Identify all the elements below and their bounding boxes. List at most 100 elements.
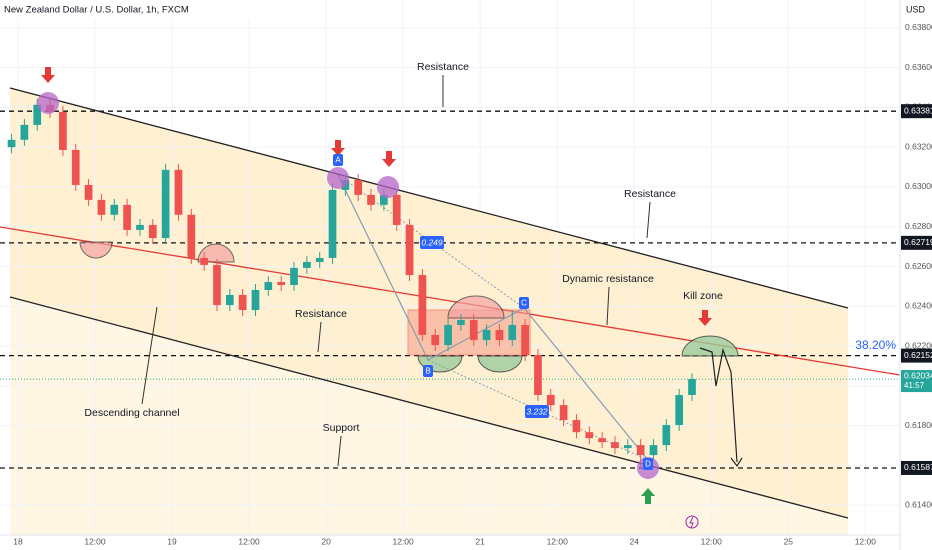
channel-lower: [9, 296, 849, 519]
candle-body: [546, 394, 555, 406]
dynamic-resistance-line: [0, 226, 901, 376]
highlight-circle: [377, 176, 399, 198]
candle-body: [20, 124, 29, 140]
point-badge: [423, 365, 433, 377]
event-icon-bolt: [689, 516, 694, 529]
candle-body: [200, 257, 208, 265]
candle-body: [636, 445, 645, 456]
candle-body: [277, 282, 286, 286]
callout-lines: [141, 75, 651, 467]
candle-body: [161, 169, 170, 239]
last-price-badge: [901, 370, 932, 393]
candle-body: [97, 199, 106, 215]
annotation: Resistance: [624, 188, 676, 200]
level-label: 0.62719: [904, 237, 932, 247]
candle-body: [136, 224, 144, 230]
y-tick-label: 0.63800: [905, 22, 932, 32]
highlight-circle: [37, 92, 59, 114]
fib-label: 38.20%: [855, 338, 896, 352]
level-badge: [901, 460, 932, 475]
level-badge: [901, 235, 932, 250]
candle-body: [213, 264, 221, 306]
candle-body: [290, 267, 298, 286]
arc: [197, 243, 235, 263]
candle-body: [508, 324, 517, 341]
candle-body: [84, 184, 93, 200]
last-price-label: 0.62034: [904, 370, 932, 380]
channel-upper: [9, 87, 849, 309]
annotation: Kill zone: [683, 290, 723, 302]
x-tick-label: 25: [784, 536, 794, 546]
x-tick-label: 12:00: [855, 536, 877, 546]
point-badge: [333, 154, 343, 166]
candle-body: [264, 282, 273, 290]
candle-body: [405, 224, 414, 276]
candle-body: [598, 438, 606, 443]
highlight-circle: [327, 167, 349, 189]
candle-body: [354, 179, 363, 195]
annotation: Support: [323, 422, 360, 434]
channel-fill-lower: [10, 297, 848, 535]
chart-title: New Zealand Dollar / U.S. Dollar, 1h, FX…: [4, 5, 189, 16]
candle-body: [59, 111, 67, 150]
x-tick-label: 12:00: [238, 536, 260, 546]
candle-body: [187, 214, 196, 258]
x-tick-label: 21: [475, 536, 485, 546]
level-badge: [901, 104, 932, 119]
candle-body: [380, 194, 388, 205]
candle-body: [328, 189, 337, 258]
candle-body: [238, 294, 247, 311]
point-badge: [643, 458, 653, 470]
candle-body: [315, 257, 324, 262]
candle-body: [623, 445, 632, 449]
candle-body: [572, 420, 581, 433]
candle-body: [534, 355, 542, 395]
level-label: 0.61587: [904, 462, 932, 472]
level-label: 0.62152: [904, 350, 932, 360]
x-tick-label: 20: [321, 536, 331, 546]
candle-body: [7, 139, 16, 148]
event-icon[interactable]: [685, 515, 699, 529]
x-tick-label: 18: [13, 536, 23, 546]
countdown: 41:57: [904, 381, 925, 390]
candle-body: [649, 445, 658, 456]
x-tick-label: 19: [167, 536, 177, 546]
level-badge: [901, 348, 932, 363]
candle-body: [688, 379, 696, 395]
annotation: Descending channel: [84, 407, 179, 419]
annotation: Resistance: [295, 308, 347, 320]
x-tick-label: 12:00: [392, 536, 414, 546]
annotation: Dynamic resistance: [562, 273, 654, 285]
candle-body: [431, 334, 440, 346]
candle-body: [148, 224, 157, 239]
ratio-label: 3.232: [526, 406, 548, 416]
candle-body: [495, 329, 504, 341]
candle-body: [662, 425, 671, 446]
channel-fill: [10, 88, 848, 518]
candle-body: [585, 432, 594, 439]
candle-body: [482, 329, 491, 341]
candle-body: [675, 394, 684, 426]
annotation: Resistance: [417, 61, 469, 73]
point-label: C: [521, 299, 527, 308]
currency-label: USD: [906, 4, 926, 14]
point-label: A: [335, 156, 341, 165]
candle-body: [521, 324, 529, 356]
candle-body: [110, 204, 119, 215]
projection: [699, 347, 738, 463]
up-arrow: [641, 488, 655, 504]
candle-body: [33, 104, 42, 125]
candle-body: [225, 294, 234, 306]
title-bg: [0, 0, 300, 20]
candle-body: [611, 442, 619, 449]
x-tick-label: 12:00: [84, 536, 106, 546]
projection-head: [730, 457, 743, 468]
